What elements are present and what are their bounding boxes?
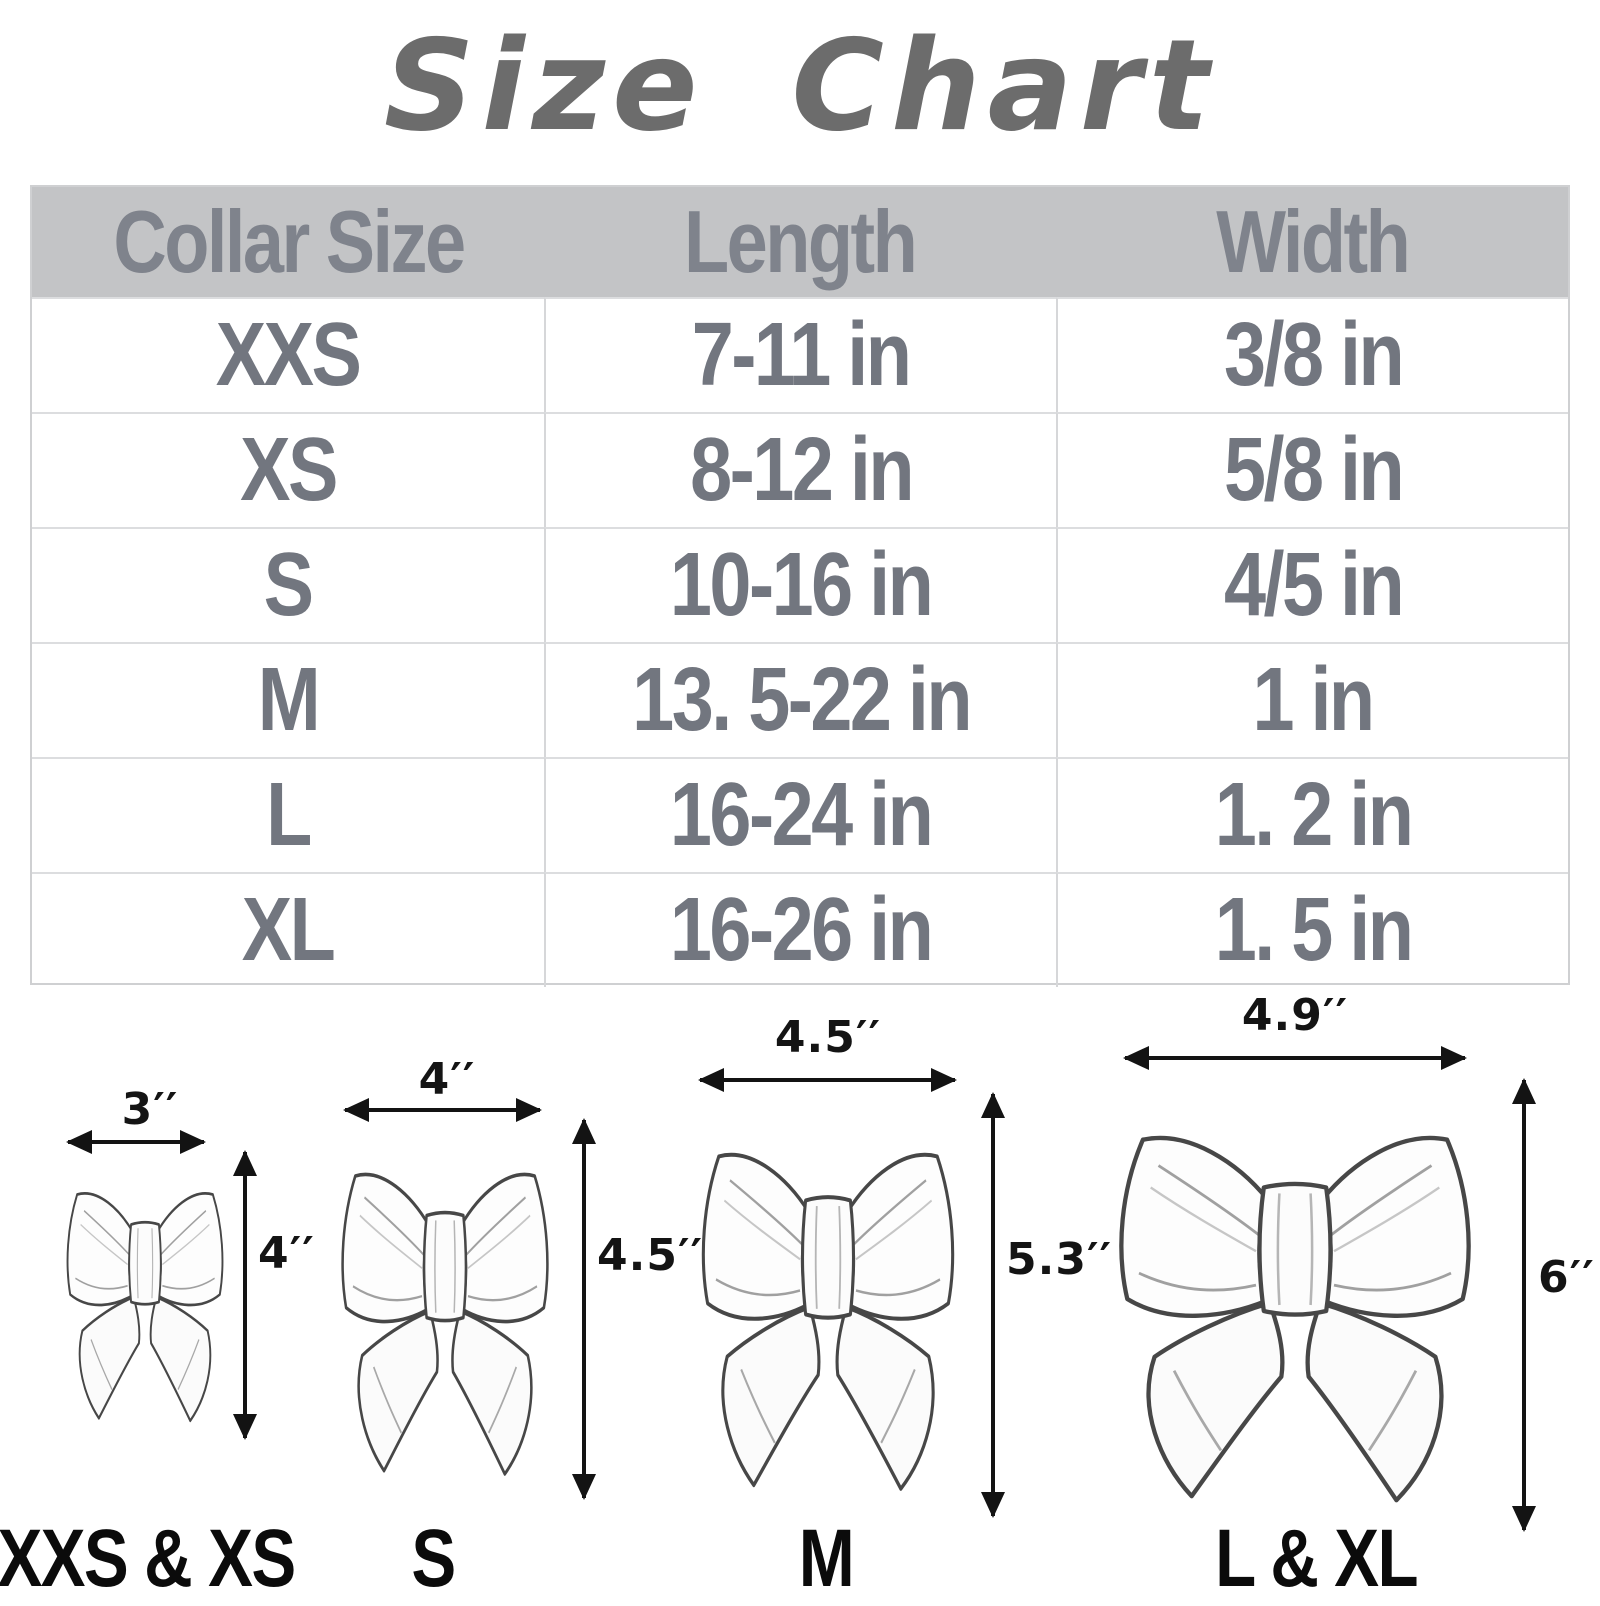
table-row-l-size: L [32, 757, 544, 872]
cell-value: L [266, 765, 312, 865]
table-row-xs-length: 8-12 in [544, 412, 1056, 527]
table-row-s-length: 10-16 in [544, 527, 1056, 642]
width-dimension-label: 4′′ [418, 1054, 476, 1105]
size-group-text: M [798, 1513, 855, 1604]
cell-value: XL [242, 880, 336, 980]
header-label: Width [1216, 192, 1410, 291]
height-arrow-icon [572, 1118, 596, 1500]
cell-value: 1. 5 in [1214, 880, 1414, 980]
bow-drawing [688, 1094, 968, 1520]
table-row-m-size: M [32, 642, 544, 757]
cell-value: M [257, 650, 321, 750]
size-group-text: XXS & XS [0, 1513, 296, 1604]
height-arrow-icon [981, 1092, 1005, 1518]
table-row-xs-size: XS [32, 412, 544, 527]
table-row-s-width: 4/5 in [1056, 527, 1568, 642]
cell-value: XXS [216, 305, 362, 405]
size-table: Collar Size Length Width XXS 7-11 in 3/8… [30, 185, 1570, 987]
table-row-s-size: S [32, 527, 544, 642]
cell-value: 16-26 in [670, 880, 934, 980]
cell-value: 13. 5-22 in [632, 650, 972, 750]
height-dimension-label: 5.3′′ [1006, 1234, 1113, 1285]
bow-drawing [330, 1120, 560, 1502]
cell-value: 7-11 in [692, 305, 912, 405]
header-collar-size: Collar Size [32, 187, 544, 297]
table-row-xl-length: 16-26 in [544, 872, 1056, 987]
height-arrow-icon [1512, 1078, 1536, 1532]
bow-drawing [58, 1152, 232, 1442]
table-row-m-width: 1 in [1056, 642, 1568, 757]
bow-illustration [688, 1094, 968, 1520]
table-row-xl-size: XL [32, 872, 544, 987]
bow-illustration [1100, 1072, 1490, 1534]
cell-value: 4/5 in [1223, 535, 1405, 635]
size-group-text: L & XL [1215, 1513, 1419, 1604]
cell-value: 1 in [1252, 650, 1376, 750]
height-arrow-icon [233, 1150, 257, 1440]
cell-value: XS [240, 420, 338, 520]
width-dimension-label: 3′′ [121, 1084, 179, 1135]
header-length: Length [544, 187, 1056, 297]
cell-value: 3/8 in [1223, 305, 1405, 405]
size-group-label-s: S [407, 1512, 460, 1606]
width-arrow-icon [66, 1130, 206, 1154]
bow-drawing [1100, 1072, 1490, 1534]
table-row-xl-width: 1. 5 in [1056, 872, 1568, 987]
height-dimension-label: 6′′ [1538, 1252, 1595, 1303]
header-label: Collar Size [112, 192, 466, 291]
cell-value: S [264, 535, 314, 635]
cell-value: 10-16 in [670, 535, 934, 635]
width-dimension-label: 4.5′′ [774, 1012, 882, 1063]
width-arrow-icon [1123, 1046, 1467, 1070]
height-dimension-label: 4′′ [258, 1228, 315, 1279]
width-arrow-icon [343, 1098, 542, 1122]
cell-value: 8-12 in [690, 420, 914, 520]
table-row-l-length: 16-24 in [544, 757, 1056, 872]
cell-value: 1. 2 in [1214, 765, 1414, 865]
table-row-xs-width: 5/8 in [1056, 412, 1568, 527]
size-group-label-m: M [793, 1512, 859, 1606]
bow-illustration [330, 1120, 560, 1502]
table-row-xxs-size: XXS [32, 297, 544, 412]
table-row-xxs-width: 3/8 in [1056, 297, 1568, 412]
size-group-label-xxs-xs: XXS & XS [0, 1512, 327, 1606]
size-group-label-l-xl: L & XL [1193, 1512, 1439, 1606]
width-arrow-icon [698, 1068, 957, 1092]
table-row-l-width: 1. 2 in [1056, 757, 1568, 872]
cell-value: 16-24 in [670, 765, 934, 865]
header-label: Length [684, 192, 918, 291]
cell-value: 5/8 in [1223, 420, 1405, 520]
size-group-text: S [411, 1513, 456, 1604]
height-dimension-label: 4.5′′ [597, 1230, 704, 1281]
header-width: Width [1056, 187, 1568, 297]
page-title: Size Chart [383, 12, 1217, 159]
table-row-m-length: 13. 5-22 in [544, 642, 1056, 757]
bow-illustration [58, 1152, 232, 1442]
table-row-xxs-length: 7-11 in [544, 297, 1056, 412]
width-dimension-label: 4.9′′ [1241, 990, 1349, 1041]
